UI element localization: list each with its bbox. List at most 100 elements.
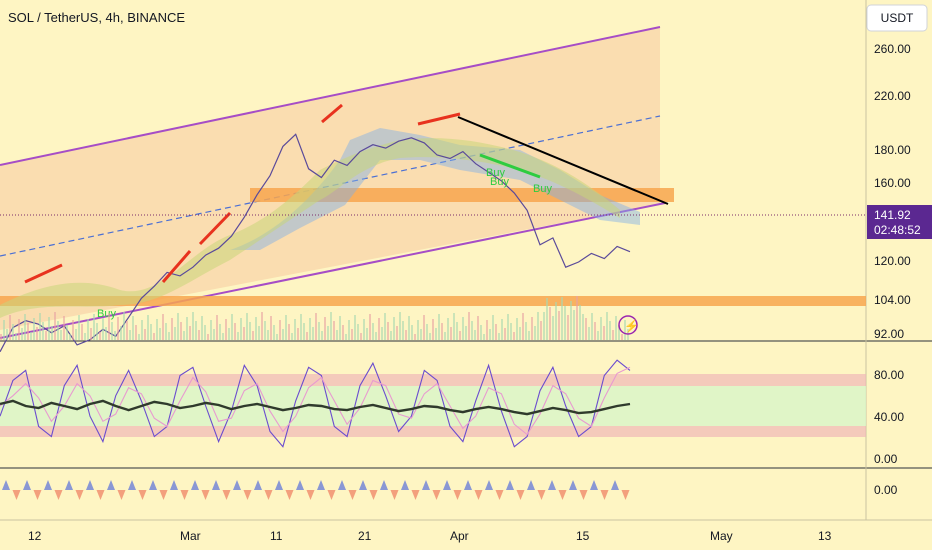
last-price-value: 141.92	[874, 208, 911, 222]
volume-bar	[531, 317, 533, 340]
volume-bar	[120, 326, 122, 340]
volume-bar	[261, 312, 263, 340]
volume-bar	[477, 316, 479, 340]
volume-bar	[507, 314, 509, 340]
x-tick-12: 12	[28, 529, 42, 543]
volume-bar	[378, 318, 380, 340]
volume-bar	[534, 326, 536, 340]
oscillator-triangle	[243, 490, 252, 500]
x-tick-15: 15	[576, 529, 590, 543]
x-tick-13: 13	[818, 529, 832, 543]
volume-bar	[408, 316, 410, 340]
volume-bar	[339, 316, 341, 340]
volume-bar	[603, 326, 605, 340]
volume-bar	[429, 333, 431, 340]
volume-bar	[162, 314, 164, 340]
volume-bar	[168, 332, 170, 340]
volume-bar	[201, 316, 203, 340]
volume-bar	[21, 328, 23, 340]
oscillator-triangle	[254, 480, 262, 490]
volume-bar	[360, 333, 362, 340]
volume-bar	[135, 325, 137, 340]
volume-bar	[411, 325, 413, 340]
volume-bar	[381, 327, 383, 340]
volume-bar	[351, 329, 353, 340]
lightning-badge[interactable]	[618, 315, 638, 335]
oscillator-triangle	[443, 480, 451, 490]
volume-bar	[234, 323, 236, 340]
oscillator-triangle	[590, 480, 598, 490]
oscillator-triangle	[506, 480, 514, 490]
volume-bar	[270, 316, 272, 340]
volume-bar	[561, 297, 563, 340]
oscillator-triangle	[107, 480, 115, 490]
volume-bar	[66, 325, 68, 340]
volume-bar	[84, 333, 86, 340]
oscillator-triangle	[485, 480, 493, 490]
oscillator-triangle	[369, 490, 378, 500]
volume-bar	[465, 326, 467, 340]
y-tick-104: 104.00	[874, 293, 911, 307]
oscillator-triangle	[23, 480, 31, 490]
volume-bar	[138, 334, 140, 340]
red-swing-1	[24, 263, 63, 284]
volume-bar	[192, 312, 194, 340]
volume-bar	[318, 322, 320, 340]
volume-bar	[12, 324, 14, 340]
x-tick-11: 11	[270, 529, 283, 543]
volume-bar	[114, 331, 116, 340]
rsi-tick-0: 0.00	[874, 452, 898, 466]
volume-bar	[75, 329, 77, 340]
volume-bar	[402, 321, 404, 340]
currency-button[interactable]	[866, 4, 928, 32]
volume-bar	[471, 321, 473, 340]
volume-bar	[54, 312, 56, 340]
volume-bar	[504, 328, 506, 340]
volume-bar	[492, 315, 494, 340]
volume-bar	[420, 329, 422, 340]
oscillator-triangle	[96, 490, 105, 500]
oscillator-triangle	[537, 490, 546, 500]
volume-bar	[219, 324, 221, 340]
volume-bar	[288, 324, 290, 340]
oscillator-triangle	[149, 480, 157, 490]
rsi-tick-80: 80.00	[874, 368, 904, 382]
volume-bar	[99, 332, 101, 340]
volume-bar	[276, 334, 278, 340]
oscillator-triangle	[359, 480, 367, 490]
volume-bar	[9, 315, 11, 340]
oscillator-triangle	[212, 480, 220, 490]
volume-bar	[315, 313, 317, 340]
volume-bar	[576, 296, 578, 340]
oscillator-triangle	[264, 490, 273, 500]
volume-bar	[483, 334, 485, 340]
volume-bar	[516, 318, 518, 340]
oscillator-triangle	[527, 480, 535, 490]
oscillator-triangle	[411, 490, 420, 500]
oscillator-triangle	[453, 490, 462, 500]
support-zone	[0, 296, 866, 306]
volume-bar	[570, 301, 572, 340]
volume-bar	[111, 322, 113, 340]
oscillator-triangle	[611, 480, 619, 490]
volume-bar	[387, 322, 389, 340]
rsi-d-line	[0, 366, 631, 436]
volume-bar	[141, 320, 143, 340]
volume-bar	[606, 312, 608, 340]
volume-bar	[228, 328, 230, 340]
volume-bar	[147, 315, 149, 340]
volume-bar	[555, 302, 557, 340]
oscillator-triangle	[390, 490, 399, 500]
volume-bar	[180, 322, 182, 340]
channel-upper	[0, 26, 661, 166]
osc-pane[interactable]	[0, 469, 866, 519]
volume-bar	[96, 323, 98, 340]
volume-bar	[327, 326, 329, 340]
oscillator-triangle	[75, 490, 84, 500]
y-tick-260: 260.00	[874, 42, 911, 56]
oscillator-triangle	[569, 480, 577, 490]
volume-bar	[309, 318, 311, 340]
buy-label-4: Buy	[533, 183, 552, 195]
volume-bar	[594, 322, 596, 340]
